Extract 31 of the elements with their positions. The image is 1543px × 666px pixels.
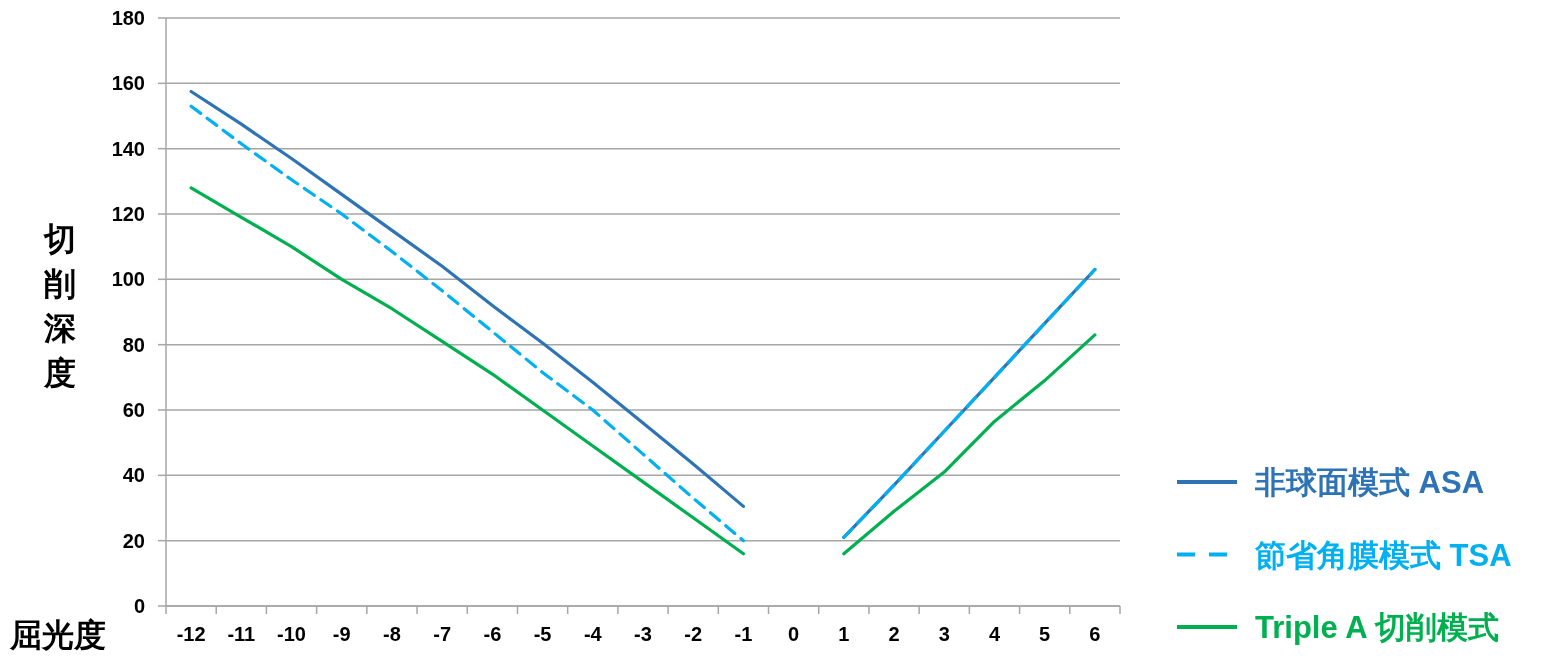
xtick: 2 bbox=[888, 623, 900, 645]
xtick: -11 bbox=[227, 623, 256, 645]
xtick: 3 bbox=[938, 623, 950, 645]
xtick: -5 bbox=[533, 623, 552, 645]
xtick: -1 bbox=[734, 623, 753, 645]
ytick: 100 bbox=[111, 268, 145, 291]
ytick: 140 bbox=[111, 137, 145, 160]
xtick: -9 bbox=[332, 623, 351, 645]
xtick: -8 bbox=[383, 623, 401, 645]
ytick: 20 bbox=[122, 529, 145, 552]
ytick: 60 bbox=[122, 399, 145, 421]
xtick: 0 bbox=[788, 623, 800, 645]
xlabel: 屈光度 bbox=[10, 617, 106, 653]
xtick: -10 bbox=[277, 623, 306, 645]
ytick: 120 bbox=[111, 203, 145, 225]
ytick: 40 bbox=[122, 464, 145, 487]
xtick: -12 bbox=[176, 623, 206, 645]
xtick: -7 bbox=[433, 623, 452, 645]
xtick: -6 bbox=[483, 623, 502, 645]
ytick: 180 bbox=[111, 7, 145, 29]
ytick: 160 bbox=[111, 72, 145, 95]
xtick: -3 bbox=[634, 623, 652, 645]
xtick: -4 bbox=[583, 623, 602, 645]
ylabel: 切削深度 bbox=[44, 221, 76, 391]
xtick: 5 bbox=[1039, 623, 1051, 645]
xtick: -2 bbox=[684, 623, 703, 645]
ytick: 80 bbox=[122, 333, 145, 356]
xtick: 4 bbox=[988, 623, 1001, 645]
xtick: 1 bbox=[838, 623, 850, 645]
ytick: 0 bbox=[133, 595, 145, 617]
xtick: 6 bbox=[1089, 623, 1101, 645]
